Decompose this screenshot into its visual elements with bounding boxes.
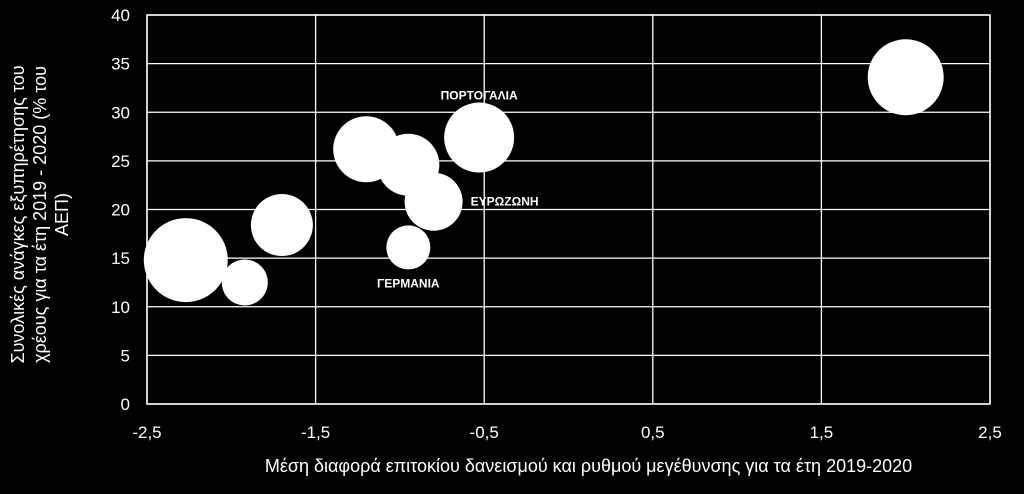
y-axis-title-line: χρέους για τα έτη 2019 - 2020 (% του	[30, 66, 50, 363]
y-tick-label: 15	[111, 249, 130, 268]
y-tick-label: 20	[111, 201, 130, 220]
point-labels: ΕΥΡΩΖΩΝΗ ΓΕΡΜΑΝΙΑ ΠΟΡΤΟΓΑΛΙΑ	[377, 89, 538, 291]
y-axis-title-line: ΑΕΠ)	[52, 193, 72, 236]
x-tick-label: 2,5	[978, 423, 1002, 442]
bubbles	[143, 39, 944, 306]
y-tick-label: 10	[111, 298, 130, 317]
bubble	[386, 225, 431, 270]
x-tick-label: 0,5	[641, 423, 665, 442]
bubble	[221, 259, 268, 306]
x-tick-label: -0,5	[470, 423, 499, 442]
y-tick-label: 0	[121, 395, 130, 414]
bubble-label: ΕΥΡΩΖΩΝΗ	[471, 195, 539, 209]
y-tick-label: 40	[111, 6, 130, 25]
plot-area	[146, 14, 991, 405]
y-axis-title: Συνολικές ανάγκες εξυπηρέτησης του χρέους…	[8, 65, 72, 363]
y-tick-label: 35	[111, 55, 130, 74]
y-axis-title-line: Συνολικές ανάγκες εξυπηρέτησης του	[8, 65, 28, 363]
x-tick-label: 1,5	[810, 423, 834, 442]
bubble	[250, 194, 313, 257]
x-axis-title: Μέση διαφορά επιτοκίου δανεισμού και ρυθ…	[265, 456, 912, 476]
x-tick-label: -2,5	[132, 423, 161, 442]
y-tick-label: 25	[111, 152, 130, 171]
y-tick-label: 5	[121, 346, 130, 365]
bubble-label: ΓΕΡΜΑΝΙΑ	[377, 276, 440, 290]
bubble-label: ΠΟΡΤΟΓΑΛΙΑ	[441, 89, 518, 103]
x-tick-labels: -2,5 -1,5 -0,5 0,5 1,5 2,5	[132, 423, 1001, 442]
bubble	[867, 39, 944, 116]
x-tick-label: -1,5	[301, 423, 330, 442]
y-tick-label: 30	[111, 103, 130, 122]
bubble	[444, 102, 515, 173]
bubble	[143, 218, 228, 303]
y-tick-labels: 0 5 10 15 20 25 30 35 40	[111, 6, 130, 414]
bubble	[404, 172, 463, 231]
